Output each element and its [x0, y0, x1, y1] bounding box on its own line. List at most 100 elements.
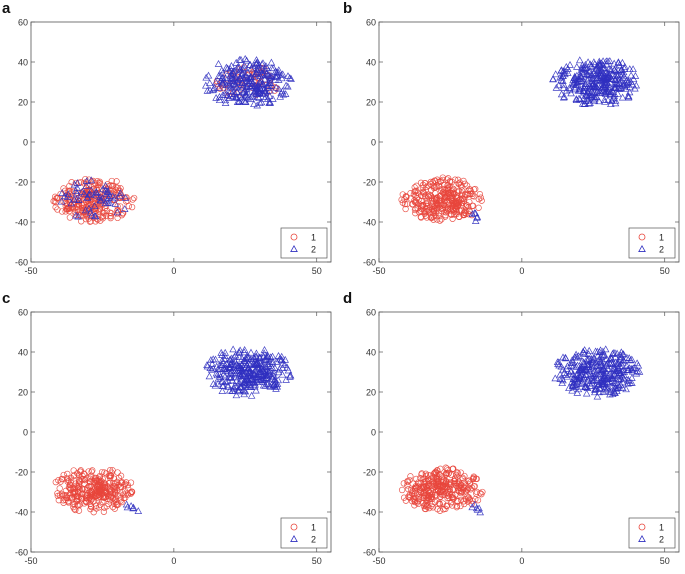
- point-series-2: [613, 89, 622, 97]
- point-series-2: [72, 211, 80, 219]
- point-series-1: [440, 197, 448, 205]
- y-tick-label: -60: [15, 258, 28, 268]
- point-series-2: [610, 66, 619, 74]
- point-series-1: [466, 497, 473, 504]
- point-series-1: [461, 500, 468, 508]
- point-series-2: [248, 91, 257, 99]
- point-series-1: [66, 207, 73, 215]
- point-series-2: [585, 99, 593, 107]
- point-series-2: [227, 87, 235, 94]
- point-series-1: [402, 193, 409, 200]
- point-series-2: [581, 82, 589, 90]
- point-series-1: [101, 494, 108, 502]
- point-series-1: [99, 475, 106, 483]
- point-series-2: [589, 356, 597, 363]
- point-series-2: [598, 366, 607, 374]
- point-series-2: [261, 89, 269, 97]
- point-series-1: [454, 469, 461, 477]
- point-series-2: [215, 370, 224, 378]
- point-series-2: [278, 74, 286, 82]
- point-series-2: [256, 99, 264, 107]
- point-series-1: [418, 198, 425, 205]
- point-series-2: [243, 378, 252, 386]
- point-series-1: [85, 202, 92, 209]
- point-series-1: [118, 478, 126, 486]
- point-series-2: [281, 355, 289, 363]
- point-series-1: [432, 190, 439, 197]
- point-series-2: [261, 75, 269, 83]
- point-series-2: [615, 382, 623, 390]
- point-series-1: [415, 500, 422, 508]
- point-series-1: [54, 206, 61, 213]
- point-series-1: [110, 479, 117, 487]
- point-series-1: [441, 480, 448, 488]
- point-series-2: [111, 199, 120, 207]
- legend-marker-1: [290, 523, 298, 531]
- point-series-1: [129, 196, 136, 203]
- point-series-2: [233, 93, 242, 101]
- point-series-2: [623, 76, 631, 84]
- point-series-1: [127, 490, 135, 497]
- y-tick-label: -40: [15, 218, 28, 228]
- point-series-1: [449, 502, 456, 509]
- point-series-1: [62, 199, 69, 207]
- y-tick-label: -20: [363, 468, 376, 478]
- point-series-1: [469, 202, 476, 209]
- point-series-2: [576, 95, 584, 103]
- point-series-2: [224, 377, 232, 385]
- point-series-2: [80, 189, 88, 197]
- point-series-2: [286, 74, 294, 81]
- point-series-2: [134, 507, 143, 514]
- point-series-2: [230, 76, 238, 84]
- point-series-1: [477, 194, 484, 201]
- point-series-2: [590, 367, 599, 375]
- point-series-1: [424, 503, 431, 510]
- point-series-1: [414, 189, 421, 196]
- point-series-1: [125, 202, 132, 210]
- point-series-1: [60, 499, 67, 506]
- point-series-2: [607, 100, 615, 108]
- point-series-1: [113, 501, 121, 509]
- y-tick-label: -40: [363, 508, 376, 518]
- point-series-2: [608, 365, 617, 373]
- point-series-1: [447, 481, 455, 489]
- point-series-2: [611, 353, 620, 361]
- point-series-2: [103, 199, 112, 207]
- point-series-2: [241, 54, 249, 62]
- point-series-2: [579, 348, 588, 356]
- point-series-2: [611, 384, 620, 392]
- point-series-2: [577, 76, 585, 84]
- point-series-2: [593, 87, 601, 95]
- point-series-1: [447, 478, 454, 486]
- x-tick-label: 0: [171, 556, 176, 566]
- point-series-1: [95, 181, 102, 189]
- point-series-2: [605, 71, 614, 79]
- point-series-2: [235, 353, 243, 360]
- point-series-1: [443, 470, 451, 477]
- point-series-2: [629, 364, 638, 372]
- point-series-2: [471, 500, 479, 508]
- point-series-2: [245, 77, 253, 84]
- point-series-2: [585, 91, 593, 99]
- point-series-2: [244, 74, 252, 82]
- point-series-2: [568, 358, 577, 366]
- point-series-2: [229, 345, 237, 353]
- point-series-2: [610, 370, 619, 377]
- point-series-1: [458, 488, 466, 496]
- point-series-1: [442, 212, 449, 219]
- point-series-1: [117, 495, 124, 502]
- point-series-2: [221, 365, 229, 373]
- point-series-2: [597, 66, 605, 73]
- point-series-2: [249, 378, 258, 386]
- point-series-1: [452, 198, 459, 205]
- point-series-2: [259, 80, 267, 87]
- point-series-1: [60, 471, 67, 479]
- point-series-2: [270, 381, 278, 389]
- y-tick-label: 0: [23, 428, 28, 438]
- point-series-2: [632, 81, 641, 89]
- point-series-2: [122, 500, 131, 508]
- point-series-1: [94, 178, 101, 185]
- point-series-1: [111, 491, 118, 498]
- point-series-1: [67, 481, 74, 488]
- point-series-2: [219, 78, 227, 86]
